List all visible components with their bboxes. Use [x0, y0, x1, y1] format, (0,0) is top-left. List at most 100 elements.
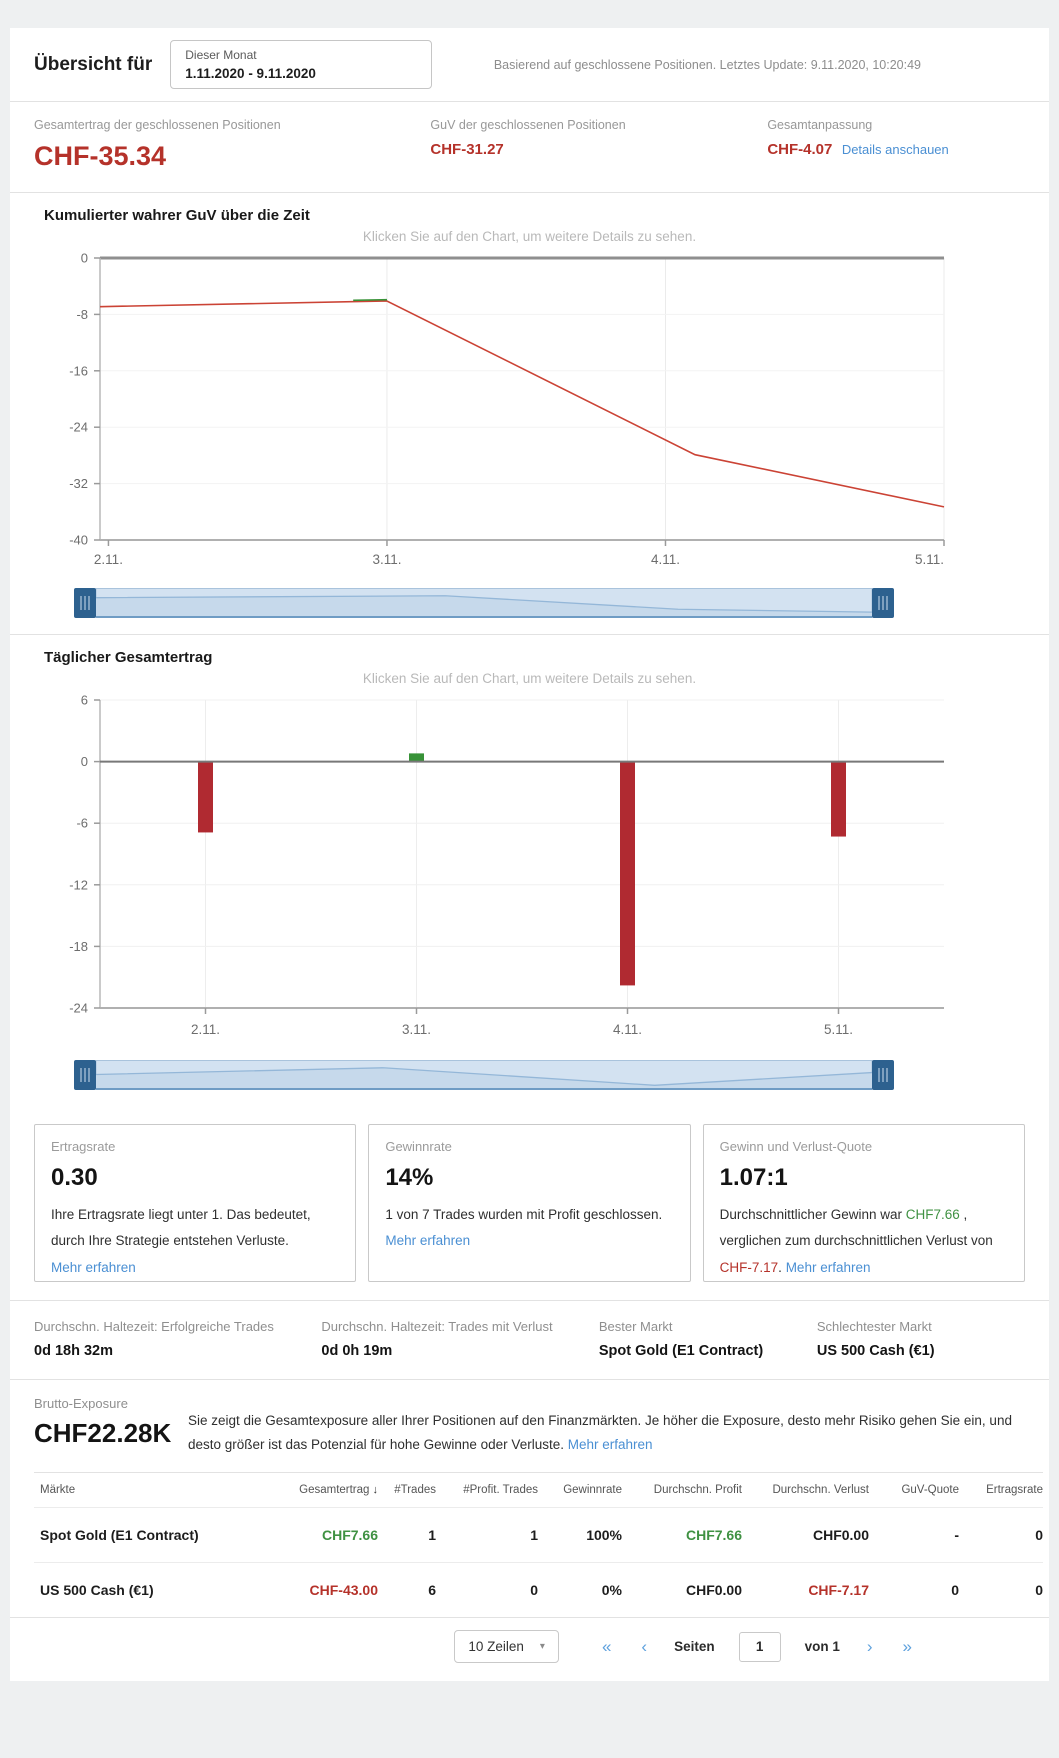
stat-value: Spot Gold (E1 Contract) — [598, 1343, 764, 1359]
return-rate-card: Ertragsrate 0.30 Ihre Ertragsrate liegt … — [34, 1124, 357, 1282]
last-page-button[interactable]: » — [900, 1637, 915, 1657]
card-text: Ihre Ertragsrate liegt unter 1. Das bede… — [51, 1202, 339, 1281]
column-header-durchschn-verlust[interactable]: Durchschn. Verlust — [742, 1472, 869, 1508]
pnl-block: GuV der geschlossenen Positionen CHF-31.… — [430, 118, 767, 172]
learn-more-link[interactable]: Mehr erfahren — [385, 1233, 471, 1249]
avg-loss-value: CHF-7.17 — [719, 1259, 779, 1275]
win-rate-card: Gewinnrate 14% 1 von 7 Trades wurden mit… — [368, 1124, 691, 1282]
card-label: Gewinnrate — [385, 1139, 452, 1154]
card-text-body: Durchschnittlicher Gewinn war — [719, 1207, 906, 1222]
svg-text:-12: -12 — [69, 877, 88, 892]
pnl-label: GuV der geschlossenen Positionen — [430, 118, 626, 132]
column-header-gesamtertrag[interactable]: Gesamtertrag ↓ — [260, 1472, 378, 1508]
sort-desc-icon: ↓ — [369, 1484, 378, 1497]
table-cell: 1 — [436, 1507, 538, 1563]
column-header--profit-trades[interactable]: #Profit. Trades — [436, 1472, 538, 1508]
cumulative-chart-hint: Klicken Sie auf den Chart, um weitere De… — [362, 229, 697, 244]
stat-label: Bester Markt — [598, 1319, 673, 1334]
column-header--trades[interactable]: #Trades — [378, 1472, 436, 1508]
next-page-button[interactable]: › — [864, 1637, 876, 1657]
pages-label: Seiten — [674, 1639, 715, 1655]
table-row[interactable]: Spot Gold (E1 Contract) CHF7.66 1 1 100% CHF7… — [34, 1507, 1043, 1563]
daily-chart-title: Täglicher Gesamtertrag — [44, 649, 213, 666]
avg-profit-value: CHF7.66 — [905, 1207, 960, 1222]
daily-return-bar-chart[interactable]: 6 0 -6 -12 -18 -24 2.11. 3.11. 4.11. 5.11. — [36, 690, 956, 1050]
page-title: Übersicht für — [34, 53, 153, 75]
column-header-durchschn-profit[interactable]: Durchschn. Profit — [622, 1472, 742, 1508]
column-header-m-rkte[interactable]: Märkte — [34, 1472, 260, 1508]
cumulative-chart-title: Kumulierter wahrer GuV über die Zeit — [44, 207, 310, 224]
profit-loss-ratio-card: Gewinn und Verlust-Quote 1.07:1 Durchsch… — [702, 1124, 1025, 1282]
daily-return-section: Täglicher Gesamtertrag Klicken Sie auf d… — [10, 634, 1049, 1106]
stats-row: Durchschn. Haltezeit: Erfolgreiche Trade… — [10, 1300, 1049, 1379]
daily-chart-hint: Klicken Sie auf den Chart, um weitere De… — [362, 671, 697, 686]
stat-value: 0d 0h 19m — [321, 1343, 393, 1359]
page-total-label: von 1 — [804, 1639, 840, 1655]
markets-table: Märkte Gesamtertrag ↓ #Trades #Profit. Trad… — [34, 1472, 1043, 1618]
adjustment-label: Gesamtanpassung — [767, 118, 873, 132]
pagination-bar: 10 Zeilen ▾ « ‹ Seiten von 1 › » — [10, 1617, 1049, 1677]
adjustment-value: CHF-4.07 — [767, 141, 833, 158]
total-return-block: Gesamtertrag der geschlossenen Positione… — [34, 118, 430, 172]
adjustment-block: Gesamtanpassung CHF-4.07 Details anschau… — [767, 118, 1025, 172]
exposure-value-block: Brutto-Exposure CHF22.28K — [34, 1396, 188, 1456]
details-link[interactable]: Details anschauen — [841, 142, 949, 157]
column-header-ertragsrate[interactable]: Ertragsrate — [959, 1472, 1043, 1508]
cumulative-chart-range-scrollbar[interactable] — [74, 588, 894, 618]
svg-text:2.11.: 2.11. — [94, 552, 123, 567]
table-row[interactable]: US 500 Cash (€1) CHF-43.00 6 0 0% CHF0.00 CHF-… — [34, 1562, 1043, 1618]
svg-text:-6: -6 — [76, 816, 88, 831]
table-cell: CHF7.66 — [622, 1507, 742, 1563]
card-text-body: . — [778, 1259, 786, 1275]
divider — [10, 101, 1049, 102]
header-bar: Übersicht für Dieser Monat 1.11.2020 - 9… — [10, 28, 1049, 101]
prev-page-button[interactable]: ‹ — [638, 1637, 650, 1657]
table-cell: CHF-7.17 — [742, 1562, 869, 1618]
table-cell: 0% — [538, 1562, 622, 1618]
svg-text:3.11.: 3.11. — [402, 1022, 431, 1037]
table-cell: 1 — [378, 1507, 436, 1563]
svg-text:4.11.: 4.11. — [651, 552, 680, 567]
learn-more-link[interactable]: Mehr erfahren — [567, 1436, 653, 1452]
table-cell: 0 — [436, 1562, 538, 1618]
page-number-input[interactable] — [738, 1631, 781, 1662]
svg-text:6: 6 — [81, 693, 88, 708]
worst-market-block: Schlechtester Markt US 500 Cash (€1) — [817, 1319, 1025, 1359]
market-name[interactable]: US 500 Cash (€1) — [34, 1562, 260, 1618]
svg-text:0: 0 — [81, 251, 88, 266]
learn-more-link[interactable]: Mehr erfahren — [785, 1259, 871, 1275]
card-text-body: , verglichen zum durchschnittlichen Verl… — [719, 1207, 993, 1249]
column-header-guv-quote[interactable]: GuV-Quote — [869, 1472, 959, 1508]
table-cell: CHF0.00 — [622, 1562, 742, 1618]
stat-label: Durchschn. Haltezeit: Trades mit Verlust — [321, 1319, 553, 1334]
table-header-row: Märkte Gesamtertrag ↓ #Trades #Profit. Trad… — [34, 1472, 1043, 1508]
card-value: 1.07:1 — [719, 1164, 788, 1191]
daily-chart-range-scrollbar[interactable] — [74, 1060, 894, 1090]
stat-value: 0d 18h 32m — [34, 1343, 113, 1359]
table-cell: 0 — [869, 1562, 959, 1618]
svg-text:-32: -32 — [69, 476, 88, 491]
card-text: 1 von 7 Trades wurden mit Profit geschlo… — [385, 1202, 673, 1255]
cumulative-pnl-line-chart[interactable]: 0 -8 -16 -24 -32 -40 2.11. 3.11. 4.11. 5.11. — [36, 248, 956, 578]
card-value: 14% — [385, 1164, 434, 1191]
chevron-down-icon: ▾ — [539, 1641, 545, 1653]
card-value: 0.30 — [51, 1164, 98, 1191]
date-range-selector[interactable]: Dieser Monat 1.11.2020 - 9.11.2020 — [170, 40, 433, 89]
rows-per-page-select[interactable]: 10 Zeilen ▾ — [454, 1630, 559, 1664]
avg-hold-win-block: Durchschn. Haltezeit: Erfolgreiche Trade… — [34, 1319, 321, 1359]
svg-text:-24: -24 — [69, 420, 88, 435]
stat-label: Schlechtester Markt — [816, 1319, 932, 1334]
market-name[interactable]: Spot Gold (E1 Contract) — [34, 1507, 260, 1563]
exposure-text-body: Sie zeigt die Gesamtexposure aller Ihrer… — [188, 1413, 1012, 1452]
svg-text:-8: -8 — [76, 307, 88, 322]
first-page-button[interactable]: « — [599, 1637, 614, 1657]
svg-text:-18: -18 — [69, 939, 88, 954]
exposure-value: CHF22.28K — [34, 1418, 172, 1448]
column-header-gewinnrate[interactable]: Gewinnrate — [538, 1472, 622, 1508]
card-text-body: Ihre Ertragsrate liegt unter 1. Das bede… — [51, 1207, 311, 1249]
exposure-description: Sie zeigt die Gesamtexposure aller Ihrer… — [188, 1396, 1025, 1456]
pnl-value: CHF-31.27 — [430, 141, 504, 158]
learn-more-link[interactable]: Mehr erfahren — [51, 1259, 136, 1275]
table-cell: CHF0.00 — [742, 1507, 869, 1563]
table-cell: 0 — [959, 1507, 1043, 1563]
